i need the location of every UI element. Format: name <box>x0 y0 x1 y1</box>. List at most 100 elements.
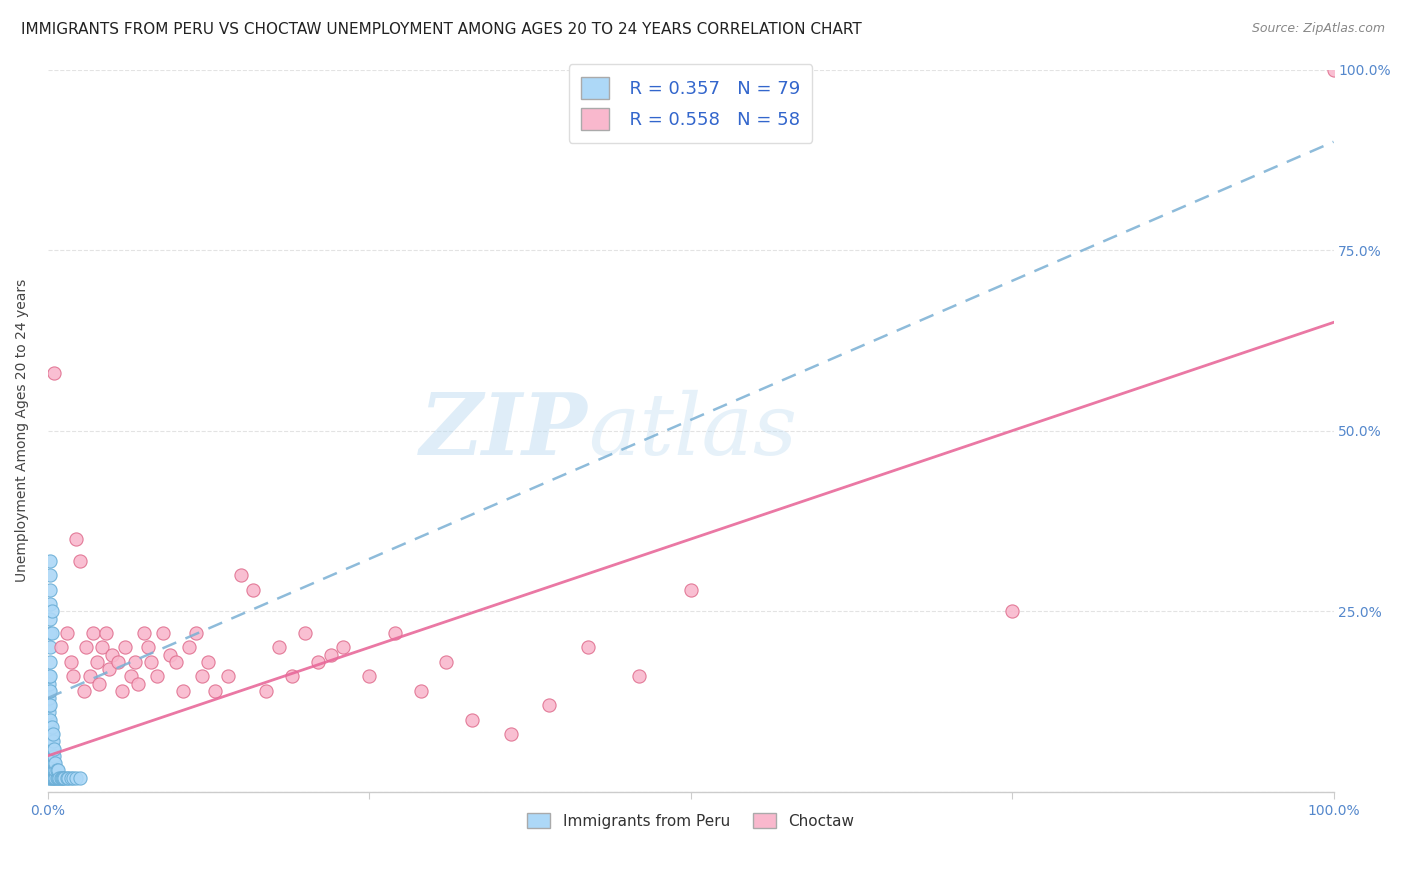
Point <box>41 748 63 763</box>
Point <box>53 771 76 785</box>
Point <box>42 741 65 756</box>
Point <box>41 764 63 778</box>
Point <box>628 669 651 683</box>
Point <box>39 748 62 763</box>
Point <box>172 683 194 698</box>
Point <box>120 669 142 683</box>
Point <box>94 626 117 640</box>
Point <box>42 748 65 763</box>
Point <box>82 626 104 640</box>
Point <box>79 669 101 683</box>
Point <box>159 648 181 662</box>
Point <box>89 676 111 690</box>
Point <box>269 640 291 655</box>
Point <box>38 734 60 748</box>
Point <box>114 640 136 655</box>
Point <box>41 720 63 734</box>
Point <box>41 741 63 756</box>
Point <box>39 771 62 785</box>
Point <box>139 655 162 669</box>
Point <box>384 626 406 640</box>
Point <box>44 764 66 778</box>
Point <box>197 655 219 669</box>
Point <box>39 764 62 778</box>
Point <box>39 655 62 669</box>
Point <box>42 756 65 770</box>
Point <box>38 748 60 763</box>
Point <box>59 655 82 669</box>
Point <box>39 669 62 683</box>
Point <box>41 626 63 640</box>
Point <box>52 771 75 785</box>
Point <box>127 676 149 690</box>
Text: Source: ZipAtlas.com: Source: ZipAtlas.com <box>1251 22 1385 36</box>
Point <box>204 683 226 698</box>
Point <box>38 691 60 706</box>
Point <box>39 683 62 698</box>
Point <box>319 648 342 662</box>
Point <box>134 626 156 640</box>
Point <box>38 748 60 763</box>
Point <box>42 727 65 741</box>
Point <box>44 756 66 770</box>
Point <box>44 771 66 785</box>
Point <box>86 655 108 669</box>
Point <box>101 648 124 662</box>
Point <box>39 698 62 713</box>
Point <box>499 727 522 741</box>
Point <box>69 554 91 568</box>
Point <box>90 640 112 655</box>
Point <box>46 764 69 778</box>
Point <box>39 734 62 748</box>
Point <box>38 683 60 698</box>
Point <box>39 568 62 582</box>
Point <box>44 771 66 785</box>
Point <box>152 626 174 640</box>
Legend: Immigrants from Peru, Choctaw: Immigrants from Peru, Choctaw <box>522 806 860 835</box>
Point <box>38 720 60 734</box>
Point <box>45 764 67 778</box>
Text: atlas: atlas <box>588 390 797 472</box>
Point <box>49 771 72 785</box>
Point <box>39 756 62 770</box>
Point <box>281 669 304 683</box>
Point <box>538 698 561 713</box>
Point <box>38 741 60 756</box>
Point <box>38 669 60 683</box>
Point <box>38 676 60 690</box>
Point <box>229 568 252 582</box>
Point <box>409 683 432 698</box>
Point <box>41 604 63 618</box>
Point <box>184 626 207 640</box>
Point <box>107 655 129 669</box>
Point <box>576 640 599 655</box>
Point <box>254 683 277 698</box>
Point <box>62 669 84 683</box>
Point <box>39 720 62 734</box>
Point <box>165 655 187 669</box>
Point <box>38 756 60 770</box>
Point <box>1001 604 1024 618</box>
Point <box>461 713 484 727</box>
Point <box>39 626 62 640</box>
Point <box>217 669 239 683</box>
Point <box>39 727 62 741</box>
Point <box>49 640 72 655</box>
Point <box>42 764 65 778</box>
Point <box>56 771 79 785</box>
Point <box>38 720 60 734</box>
Text: ZIP: ZIP <box>420 389 588 473</box>
Point <box>39 611 62 625</box>
Point <box>39 554 62 568</box>
Point <box>41 756 63 770</box>
Point <box>65 771 87 785</box>
Point <box>146 669 169 683</box>
Point <box>39 582 62 597</box>
Point <box>41 727 63 741</box>
Point <box>73 683 96 698</box>
Point <box>44 764 66 778</box>
Point <box>136 640 159 655</box>
Point <box>62 771 84 785</box>
Point <box>46 771 69 785</box>
Point <box>42 771 65 785</box>
